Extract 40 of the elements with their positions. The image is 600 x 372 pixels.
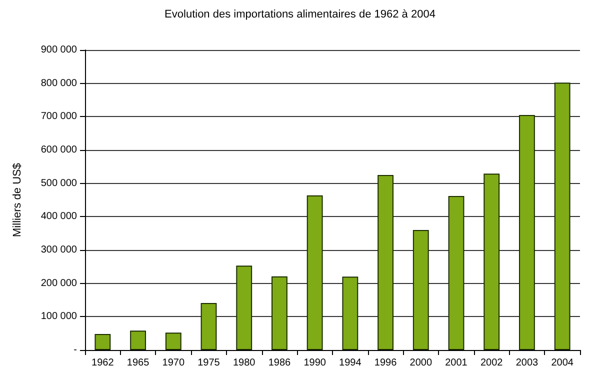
y-axis-title: Milliers de US$ xyxy=(12,163,24,237)
y-tick-label: 900 000 xyxy=(40,44,78,56)
chart-title: Evolution des importations alimentaires de 1962 à 2004 xyxy=(164,8,436,20)
y-tick-label: 800 000 xyxy=(40,78,78,89)
bar xyxy=(306,195,323,350)
x-tick-label: 1986 xyxy=(268,358,292,368)
bar xyxy=(200,303,217,350)
y-tick-label: 200 000 xyxy=(40,278,78,289)
bar xyxy=(342,276,358,350)
x-tick-label: 2004 xyxy=(551,358,574,368)
bar xyxy=(484,174,500,350)
x-tick-label: 1970 xyxy=(162,358,185,368)
bar xyxy=(236,266,252,350)
x-tick-label: 2000 xyxy=(410,358,432,368)
x-tick-label: 1996 xyxy=(374,358,398,368)
bar xyxy=(412,230,429,350)
y-tick-label: 600 000 xyxy=(40,144,78,156)
bar xyxy=(378,175,394,350)
y-tick-label: - xyxy=(74,344,77,356)
x-tick-label: 1980 xyxy=(232,358,256,368)
x-tick-label: 1965 xyxy=(126,358,150,368)
bar xyxy=(165,332,182,350)
bar xyxy=(519,115,535,350)
x-tick-label: 1990 xyxy=(304,358,326,368)
y-tick-label: 700 000 xyxy=(40,111,78,122)
y-tick-label: 400 000 xyxy=(40,211,78,222)
bar xyxy=(554,82,570,350)
x-tick-label: 2001 xyxy=(445,358,468,368)
y-tick-label: 100 000 xyxy=(40,311,78,322)
bar xyxy=(130,330,146,350)
x-tick-label: 2003 xyxy=(516,358,539,368)
bar xyxy=(448,196,464,350)
x-tick-label: 1994 xyxy=(339,358,362,368)
x-tick-label: 2002 xyxy=(480,358,504,368)
y-tick-label: 300 000 xyxy=(40,244,78,256)
bar xyxy=(94,334,111,350)
y-tick-label: 500 000 xyxy=(40,178,78,189)
x-tick-label: 1962 xyxy=(92,358,114,368)
x-tick-label: 1975 xyxy=(198,358,220,368)
bar xyxy=(272,276,288,350)
